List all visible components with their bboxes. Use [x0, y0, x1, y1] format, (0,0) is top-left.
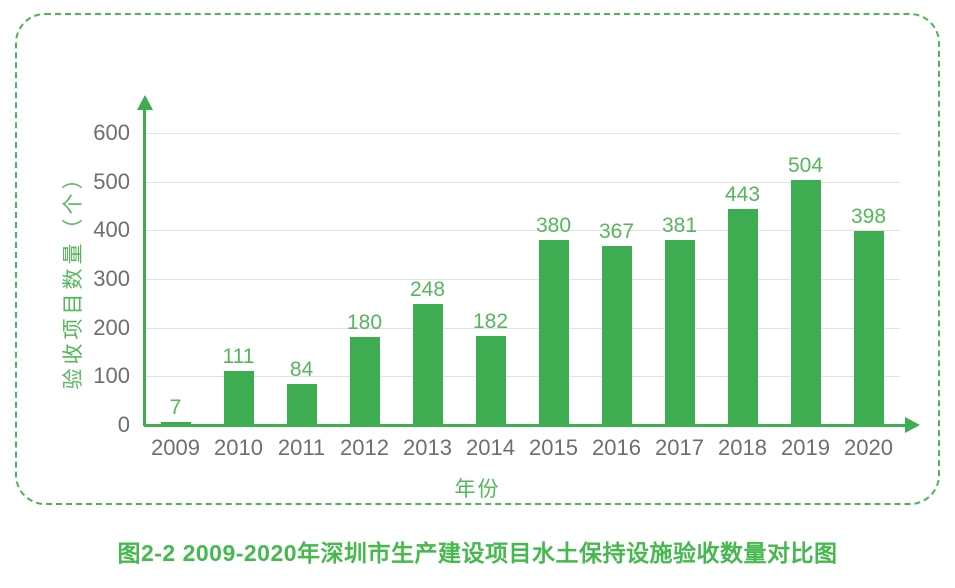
bar-group-2015: 380 [522, 133, 585, 425]
y-axis-arrow-icon [136, 95, 153, 110]
bar-value-label-2010: 111 [222, 344, 255, 368]
x-axis-line [144, 423, 907, 427]
bar-value-label-2009: 7 [169, 395, 182, 419]
x-axis-arrow-icon [905, 417, 920, 433]
gridline-200 [144, 327, 900, 329]
bar-2018 [727, 209, 758, 425]
x-tick-label-2014: 2014 [466, 435, 515, 460]
x-axis-title: 年份 [454, 478, 501, 501]
bar-2014 [475, 336, 506, 425]
bar-2011 [286, 384, 317, 425]
bar-value-label-2012: 180 [346, 311, 383, 335]
bar-value-label-2011: 84 [289, 358, 314, 382]
bar-2016 [601, 246, 632, 425]
gridline-600 [144, 133, 900, 134]
bar-2012 [349, 337, 380, 425]
bar-group-2012: 180 [333, 133, 396, 425]
bar-value-label-2017: 381 [661, 213, 698, 237]
y-tick-label-400: 400 [93, 217, 130, 243]
bar-value-label-2020: 398 [850, 205, 887, 229]
y-tick-label-0: 0 [117, 412, 130, 437]
x-tick-label-2010: 2010 [214, 435, 263, 460]
bar-group-2017: 381 [648, 133, 711, 425]
bar-2013 [412, 304, 443, 425]
y-tick-label-200: 200 [93, 314, 130, 340]
bar-group-2010: 111 [207, 133, 270, 425]
gridline-100 [144, 376, 900, 378]
bar-group-2018: 443 [711, 133, 774, 425]
bar-group-2014: 182 [459, 133, 522, 425]
bars-container: 7 111 84 180 248 182 380 367 381 443 504 398 [144, 133, 900, 425]
bar-value-label-2013: 248 [409, 278, 446, 302]
x-tick-label-2018: 2018 [718, 435, 767, 460]
y-axis-line [143, 109, 146, 426]
bar-value-label-2015: 380 [535, 214, 572, 238]
x-axis-tick-labels: 2009 2010 2011 2012 2013 2014 2015 2016 2017 2018… [144, 425, 900, 461]
y-tick-label-500: 500 [93, 168, 130, 194]
bar-2019 [790, 179, 821, 425]
x-tick-label-2016: 2016 [592, 435, 641, 460]
bar-2010 [223, 370, 254, 425]
bar-2020 [853, 231, 884, 425]
bar-value-label-2016: 367 [598, 220, 635, 244]
gridline-300 [144, 279, 900, 280]
bar-value-label-2018: 443 [724, 183, 761, 207]
x-tick-label-2009: 2009 [151, 435, 200, 460]
plot-area: 7 111 84 180 248 182 380 367 381 443 504 398 2009 20… [93, 95, 920, 460]
x-tick-label-2011: 2011 [277, 435, 326, 460]
bar-group-2020: 398 [837, 133, 900, 425]
x-tick-label-2017: 2017 [655, 435, 704, 460]
x-tick-label-2013: 2013 [403, 435, 452, 460]
bar-group-2009: 7 [144, 133, 207, 425]
bar-2015 [538, 240, 569, 425]
x-tick-label-2012: 2012 [340, 435, 389, 460]
bar-value-label-2019: 504 [787, 153, 824, 177]
bar-2009 [160, 421, 191, 425]
x-tick-label-2019: 2019 [781, 435, 830, 460]
bar-group-2011: 84 [270, 133, 333, 425]
chart-frame-dashed-border: 验收项目数量（个） 7 111 84 180 248 182 380 367 381 443 504… [15, 13, 940, 505]
bar-group-2013: 248 [396, 133, 459, 425]
bar-group-2019: 504 [774, 133, 837, 425]
bar-group-2016: 367 [585, 133, 648, 425]
y-tick-label-600: 600 [93, 120, 130, 145]
y-tick-label-100: 100 [93, 363, 130, 389]
bar-value-label-2014: 182 [472, 310, 509, 334]
x-tick-label-2020: 2020 [844, 435, 893, 460]
x-tick-label-2015: 2015 [529, 435, 578, 460]
figure-caption: 图2-2 2009-2020年深圳市生产建设项目水土保持设施验收数量对比图 [117, 540, 838, 566]
gridline-400 [144, 230, 900, 232]
y-tick-label-300: 300 [93, 266, 130, 291]
bar-2017 [664, 239, 695, 425]
gridline-500 [144, 181, 900, 183]
